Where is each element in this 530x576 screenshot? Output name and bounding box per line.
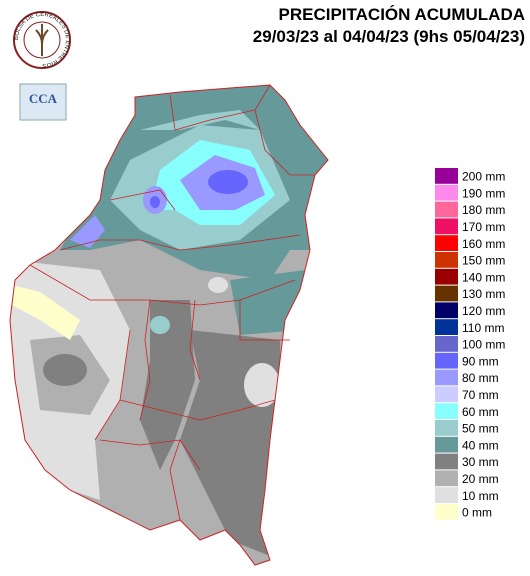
legend-swatch bbox=[435, 453, 458, 470]
legend-swatch bbox=[435, 504, 458, 520]
legend-swatch bbox=[435, 252, 458, 268]
logo: BOLSA DE CEREALES DE ENTRE RIOS bbox=[13, 11, 71, 69]
legend-swatch bbox=[435, 319, 458, 335]
legend-label: 140 mm bbox=[462, 270, 505, 284]
legend-label: 180 mm bbox=[462, 203, 505, 217]
legend-label: 150 mm bbox=[462, 254, 505, 268]
legend-swatch bbox=[435, 268, 458, 285]
legend-label: 160 mm bbox=[462, 237, 505, 251]
legend-swatch bbox=[435, 184, 458, 201]
legend-swatch bbox=[435, 436, 458, 453]
cca-badge: CCA bbox=[19, 83, 67, 121]
legend-swatch bbox=[435, 369, 458, 386]
legend-label: 100 mm bbox=[462, 338, 505, 352]
badge-text: CCA bbox=[29, 91, 58, 106]
precip-map bbox=[10, 85, 328, 565]
legend-swatch bbox=[435, 168, 458, 184]
legend-label: 200 mm bbox=[462, 170, 505, 184]
legend-label: 120 mm bbox=[462, 304, 505, 318]
legend-swatch bbox=[435, 470, 458, 487]
title: PRECIPITACIÓN ACUMULADA bbox=[279, 5, 526, 24]
legend-swatch bbox=[435, 336, 458, 352]
legend-label: 170 mm bbox=[462, 220, 505, 234]
legend-label: 30 mm bbox=[462, 455, 499, 469]
legend-swatch bbox=[435, 403, 458, 419]
legend-label: 60 mm bbox=[462, 405, 499, 419]
legend-label: 50 mm bbox=[462, 422, 499, 436]
legend-swatch bbox=[435, 352, 458, 369]
legend-swatch bbox=[435, 285, 458, 302]
legend-label: 10 mm bbox=[462, 489, 499, 503]
department-lines bbox=[29, 84, 315, 521]
legend-swatch bbox=[435, 487, 458, 503]
legend-label: 130 mm bbox=[462, 287, 505, 301]
legend: 200 mm 190 mm 180 mm 170 mm 160 mm 150 mm 140 … bbox=[435, 168, 505, 520]
legend-label: 70 mm bbox=[462, 388, 499, 402]
legend-label: 80 mm bbox=[462, 371, 499, 385]
legend-label: 110 mm bbox=[462, 321, 504, 335]
legend-swatch bbox=[435, 420, 458, 436]
legend-swatch bbox=[435, 235, 458, 251]
legend-swatch bbox=[435, 302, 458, 319]
legend-swatch bbox=[435, 386, 458, 403]
legend-swatch bbox=[435, 218, 458, 235]
subtitle: 29/03/23 al 04/04/23 (9hs 05/04/23) bbox=[253, 27, 525, 46]
legend-swatch bbox=[435, 201, 458, 218]
legend-label: 20 mm bbox=[462, 472, 499, 486]
legend-label: 90 mm bbox=[462, 354, 499, 368]
legend-label: 190 mm bbox=[462, 186, 505, 200]
legend-label: 40 mm bbox=[462, 438, 499, 452]
legend-label: 0 mm bbox=[462, 506, 492, 520]
